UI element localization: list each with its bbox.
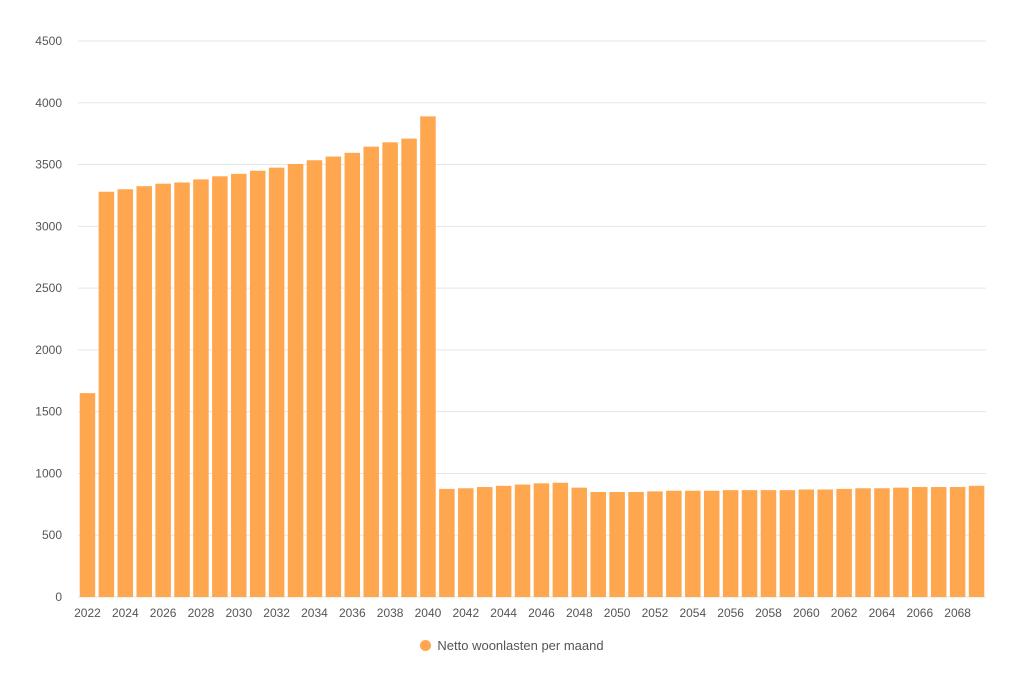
- y-axis-tick-labels: 0 500 1000 1500 2000 2500 3000 3500 4000 4500: [35, 34, 62, 604]
- x-tick-label: 2032: [263, 606, 290, 620]
- x-tick-label: 2050: [604, 606, 631, 620]
- bars: [79, 116, 985, 598]
- x-tick-label: 2060: [793, 606, 820, 620]
- bar: [287, 163, 304, 597]
- bar: [514, 484, 531, 597]
- bar: [344, 152, 361, 597]
- bar: [420, 116, 436, 597]
- legend-swatch: [420, 640, 432, 651]
- bar: [231, 173, 247, 598]
- x-tick-label: 2062: [831, 606, 858, 620]
- y-tick-label: 4500: [35, 34, 62, 48]
- y-tick-label: 2000: [35, 343, 62, 357]
- bar: [949, 487, 966, 597]
- y-tick-label: 4000: [35, 96, 62, 110]
- bar: [136, 186, 152, 597]
- legend[interactable]: Netto woonlasten per maand: [0, 638, 1024, 653]
- bar: [439, 488, 455, 597]
- bar: [590, 491, 606, 597]
- bar: [741, 490, 758, 597]
- x-tick-label: 2044: [490, 606, 517, 620]
- x-tick-label: 2066: [906, 606, 933, 620]
- bar: [968, 485, 985, 597]
- bar: [212, 176, 228, 597]
- bar: [779, 490, 796, 597]
- bar: [193, 179, 209, 598]
- x-tick-label: 2022: [74, 606, 101, 620]
- bar: [685, 490, 701, 597]
- bar: [666, 490, 682, 597]
- bar: [268, 167, 285, 597]
- gridlines: [78, 40, 986, 598]
- bar: [98, 191, 115, 597]
- bar: [155, 183, 171, 597]
- y-tick-label: 1000: [35, 466, 62, 480]
- y-tick-label: 3000: [35, 219, 62, 233]
- x-tick-label: 2042: [452, 606, 479, 620]
- bar: [249, 170, 266, 597]
- x-tick-label: 2034: [301, 606, 328, 620]
- bar: [325, 156, 342, 597]
- bar: [533, 483, 550, 597]
- bar: [628, 491, 644, 597]
- x-tick-label: 2048: [566, 606, 593, 620]
- bar: [552, 482, 569, 597]
- x-tick-label: 2036: [339, 606, 366, 620]
- x-tick-label: 2056: [717, 606, 744, 620]
- bar: [647, 491, 663, 597]
- bar: [363, 146, 379, 597]
- bar: [912, 487, 928, 597]
- bar: [401, 138, 417, 597]
- bar: [855, 488, 871, 597]
- x-tick-label: 2046: [528, 606, 555, 620]
- bar: [817, 489, 833, 597]
- x-tick-label: 2064: [869, 606, 896, 620]
- y-tick-label: 0: [55, 590, 62, 604]
- bar: [382, 142, 398, 597]
- y-tick-label: 2500: [35, 281, 62, 295]
- y-tick-label: 1500: [35, 405, 62, 419]
- bar: [760, 490, 777, 597]
- bar: [174, 182, 190, 597]
- x-axis-tick-labels: 2022 2024 2026 2028 2030 2032 2034 2036 2038 2040…: [74, 606, 971, 620]
- bar: [495, 485, 512, 597]
- bar: [609, 491, 625, 597]
- bar: [874, 488, 890, 597]
- x-tick-label: 2030: [225, 606, 252, 620]
- x-tick-label: 2068: [944, 606, 971, 620]
- x-tick-label: 2058: [755, 606, 782, 620]
- bar: [476, 487, 493, 597]
- legend-label: Netto woonlasten per maand: [437, 638, 604, 653]
- y-tick-label: 3500: [35, 158, 62, 172]
- x-tick-label: 2054: [679, 606, 706, 620]
- x-tick-label: 2024: [112, 606, 139, 620]
- bar: [930, 487, 947, 597]
- x-tick-label: 2038: [377, 606, 404, 620]
- bar: [306, 160, 323, 597]
- x-tick-label: 2052: [642, 606, 669, 620]
- x-tick-label: 2028: [188, 606, 215, 620]
- bar: [458, 488, 474, 597]
- bar: [722, 490, 739, 597]
- bar: [571, 487, 588, 597]
- bar: [703, 490, 720, 597]
- bar: [798, 489, 815, 597]
- y-tick-label: 500: [42, 528, 62, 542]
- bar: [117, 189, 134, 597]
- x-tick-label: 2026: [150, 606, 177, 620]
- bar: [836, 488, 852, 597]
- bar: [79, 393, 96, 597]
- x-tick-label: 2040: [415, 606, 442, 620]
- bar: [893, 487, 909, 597]
